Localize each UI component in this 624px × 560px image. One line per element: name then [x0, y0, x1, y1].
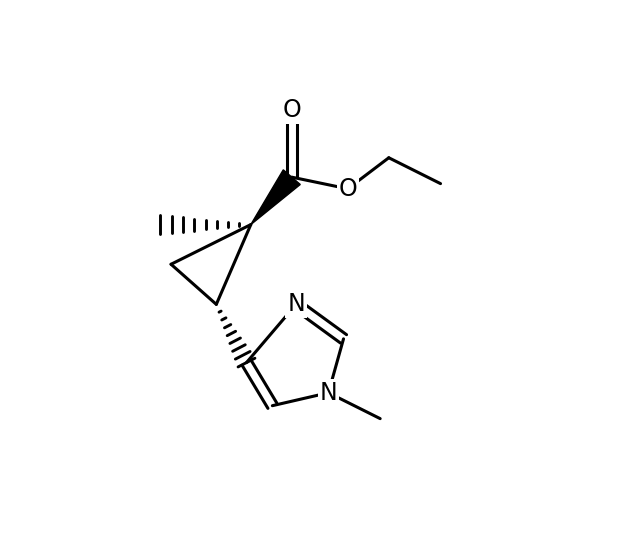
Text: O: O — [283, 99, 301, 122]
Polygon shape — [251, 170, 300, 225]
Text: N: N — [287, 292, 305, 316]
Text: O: O — [338, 177, 357, 201]
Text: N: N — [319, 381, 338, 405]
